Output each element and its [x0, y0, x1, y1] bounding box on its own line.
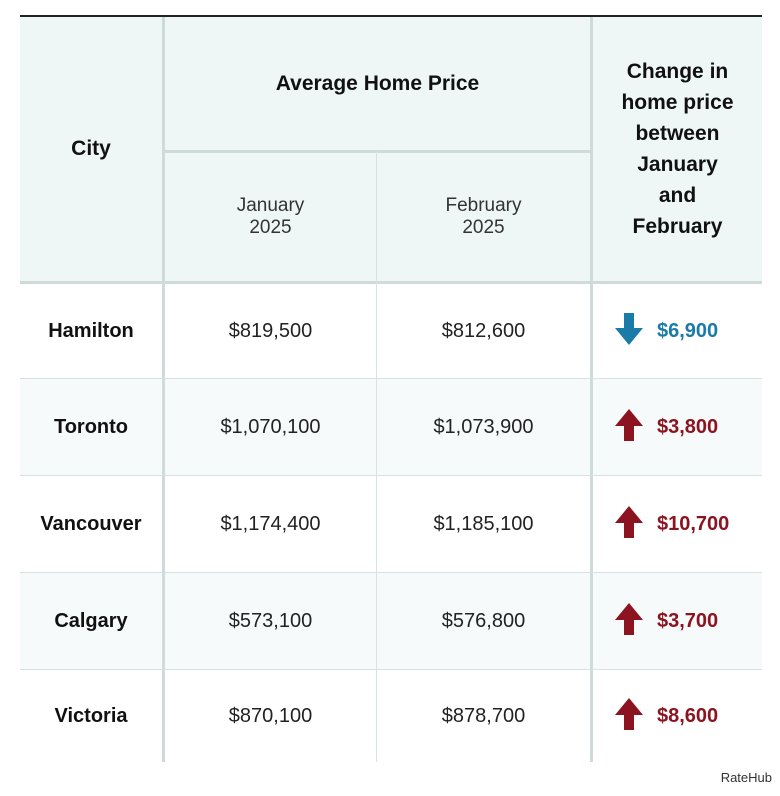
- arrow-up-icon: [615, 602, 643, 640]
- february-price: $1,073,900: [376, 378, 590, 475]
- arrow-down-icon: [615, 312, 643, 350]
- price-change: $8,600: [590, 669, 762, 762]
- header-average-home-price: Average Home Price: [162, 17, 590, 150]
- price-change-value: $10,700: [657, 512, 730, 535]
- january-price: $819,500: [162, 281, 376, 378]
- price-change-value: $6,900: [657, 319, 719, 342]
- arrow-up-icon: [615, 408, 643, 446]
- price-change-value: $3,700: [657, 609, 719, 632]
- january-price: $573,100: [162, 572, 376, 669]
- price-change: $3,700: [590, 572, 762, 669]
- city-name: Vancouver: [20, 475, 162, 572]
- arrow-up-icon: [615, 697, 643, 735]
- february-price: $812,600: [376, 281, 590, 378]
- top-rule: [20, 15, 762, 17]
- city-name: Toronto: [20, 378, 162, 475]
- arrow-up-icon: [615, 505, 643, 543]
- home-price-table: City Average Home Price January 2025 Feb…: [20, 17, 762, 762]
- city-name: Hamilton: [20, 281, 162, 378]
- header-change: Change in home price between January and…: [590, 17, 762, 281]
- header-february-2025: February 2025: [376, 150, 590, 281]
- price-change-value: $8,600: [657, 704, 719, 727]
- header-city: City: [20, 17, 162, 281]
- price-change: $3,800: [590, 378, 762, 475]
- city-name: Calgary: [20, 572, 162, 669]
- price-change-value: $3,800: [657, 415, 719, 438]
- price-change: $10,700: [590, 475, 762, 572]
- city-name: Victoria: [20, 669, 162, 762]
- price-change: $6,900: [590, 281, 762, 378]
- january-price: $1,174,400: [162, 475, 376, 572]
- header-january-2025: January 2025: [162, 150, 376, 281]
- february-price: $576,800: [376, 572, 590, 669]
- january-price: $1,070,100: [162, 378, 376, 475]
- january-price: $870,100: [162, 669, 376, 762]
- source-credit: RateHub: [720, 770, 772, 785]
- february-price: $1,185,100: [376, 475, 590, 572]
- february-price: $878,700: [376, 669, 590, 762]
